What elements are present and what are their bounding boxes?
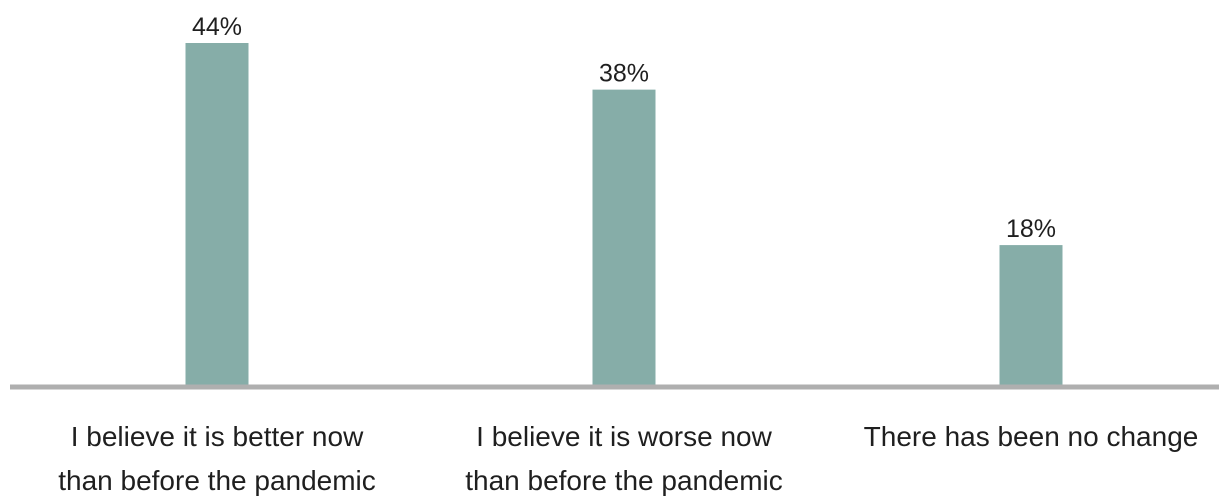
value-label-1: 44%: [192, 13, 242, 41]
category-label-1-line-1: I believe it is better now: [71, 421, 364, 452]
bar-2: [592, 89, 656, 386]
bar-3: [999, 245, 1063, 385]
category-labels-layer: I believe it is better now than before th…: [58, 421, 1198, 496]
bars-layer: [185, 43, 1063, 386]
value-label-3: 18%: [1006, 215, 1056, 243]
labels-layer: 44% 38% 18%: [192, 13, 1056, 243]
category-label-2-line-1: I believe it is worse now: [476, 421, 772, 452]
category-label-1: I believe it is better now than before th…: [58, 421, 376, 496]
value-label-2: 38%: [599, 60, 649, 88]
category-label-2: I believe it is worse now than before the…: [465, 421, 783, 496]
category-label-2-line-2: than before the pandemic: [465, 465, 783, 496]
category-label-3-line-1: There has been no change: [864, 421, 1199, 452]
category-label-1-line-2: than before the pandemic: [58, 465, 376, 496]
category-label-3: There has been no change: [864, 421, 1199, 452]
bar-1: [185, 43, 249, 385]
